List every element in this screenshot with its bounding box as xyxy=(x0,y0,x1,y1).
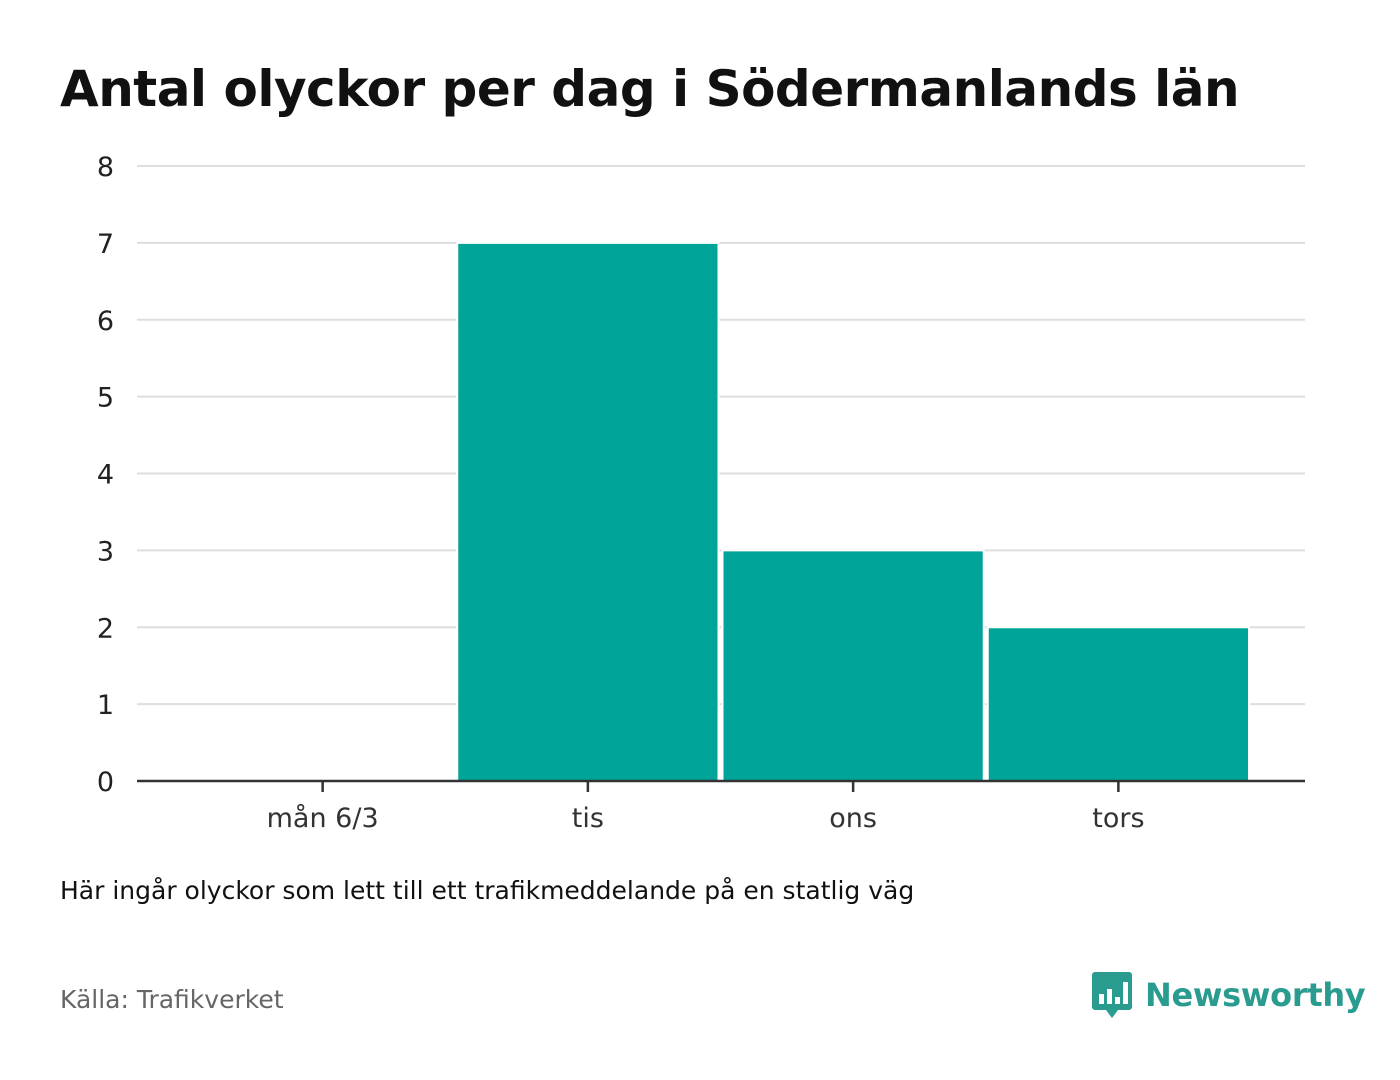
brand-name: Newsworthy xyxy=(1145,976,1366,1014)
y-tick-label: 7 xyxy=(97,229,114,260)
brand-logo: Newsworthy xyxy=(1091,970,1366,1020)
chart-title: Antal olyckor per dag i Södermanlands lä… xyxy=(60,60,1240,118)
y-tick-label: 2 xyxy=(97,613,114,644)
y-tick-label: 0 xyxy=(97,767,114,798)
x-tick-label: ons xyxy=(829,803,877,834)
y-tick-label: 5 xyxy=(97,383,114,414)
chart-note: Här ingår olyckor som lett till ett traf… xyxy=(60,876,915,905)
bar-2 xyxy=(721,549,985,782)
x-tick-label: tors xyxy=(1092,803,1144,834)
y-tick-label: 1 xyxy=(97,690,114,721)
gridlines xyxy=(137,165,1305,706)
bar-3 xyxy=(986,626,1250,782)
x-tick-label: mån 6/3 xyxy=(267,803,379,834)
y-tick-label: 6 xyxy=(97,306,114,337)
y-tick-label: 3 xyxy=(97,536,114,567)
bar-1 xyxy=(456,241,720,782)
bars xyxy=(456,241,1250,782)
y-axis-ticks: 0 1 2 3 4 5 6 7 8 xyxy=(97,152,114,798)
x-tick-label: tis xyxy=(572,803,604,834)
y-tick-label: 4 xyxy=(97,460,114,491)
y-tick-label: 8 xyxy=(97,152,114,183)
newsworthy-logo-icon xyxy=(1092,972,1132,1018)
source-label: Källa: Trafikverket xyxy=(60,985,284,1014)
x-axis-ticks: mån 6/3 tis ons tors xyxy=(267,781,1145,834)
